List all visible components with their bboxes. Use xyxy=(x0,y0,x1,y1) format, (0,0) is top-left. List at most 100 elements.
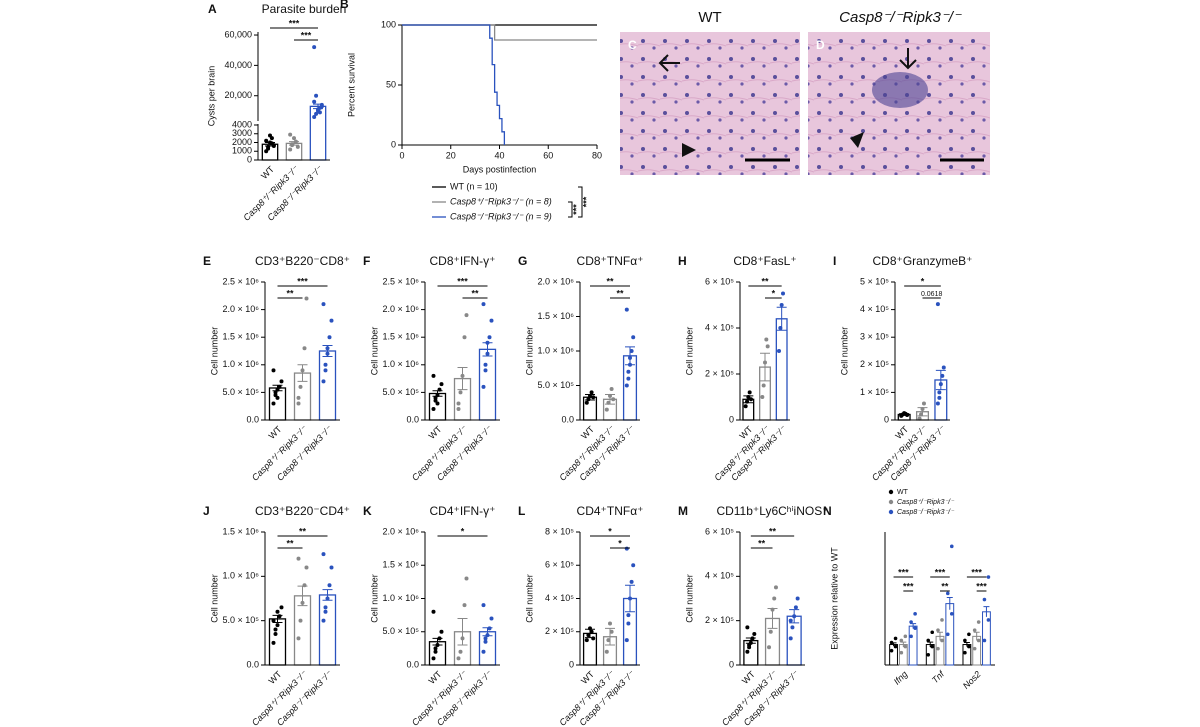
bar xyxy=(775,318,788,421)
axis-break xyxy=(255,121,261,124)
data-point xyxy=(273,631,278,636)
y-tick-label: 0.0 xyxy=(246,659,259,669)
data-point xyxy=(935,401,940,406)
x-tick-label: WT xyxy=(427,669,444,686)
chart-title: CD3⁺B220⁻CD8⁺ xyxy=(255,254,350,268)
y-tick-label: 50 xyxy=(386,79,396,89)
data-point xyxy=(319,104,324,109)
data-point xyxy=(940,638,944,643)
data-point xyxy=(275,623,280,628)
data-point xyxy=(604,407,609,412)
data-point xyxy=(903,634,908,639)
data-point xyxy=(584,638,589,643)
data-point xyxy=(304,296,309,301)
y-tick-label: 2.0 × 10⁶ xyxy=(223,304,260,314)
error-bar xyxy=(585,628,595,639)
x-tick-label: 0 xyxy=(399,150,404,160)
legend-label: Casp8⁺/⁻Ripk3⁻/⁻ xyxy=(897,499,955,506)
data-point xyxy=(903,644,908,649)
data-point xyxy=(431,609,436,614)
data-point xyxy=(937,390,942,395)
chart-title: CD3⁺B220⁻CD4⁺ xyxy=(255,504,350,518)
data-point xyxy=(462,603,467,608)
data-point xyxy=(982,638,987,643)
x-tick-label: 40 xyxy=(494,150,504,160)
data-point xyxy=(788,618,793,623)
data-point xyxy=(439,629,444,634)
data-point xyxy=(609,386,614,391)
data-point xyxy=(760,395,765,399)
data-point xyxy=(631,563,636,568)
data-point xyxy=(986,575,991,579)
error-bar xyxy=(313,103,323,110)
data-point xyxy=(626,376,631,381)
data-point xyxy=(743,404,748,409)
data-point xyxy=(273,390,278,395)
data-point xyxy=(321,379,326,384)
data-point xyxy=(266,146,271,151)
data-point xyxy=(275,609,280,614)
error-bar xyxy=(910,623,917,629)
data-point xyxy=(433,395,438,400)
data-point xyxy=(435,401,440,406)
data-point xyxy=(433,398,438,403)
data-point xyxy=(624,307,629,312)
data-point xyxy=(327,583,332,588)
y-tick-label: 5.0 × 10⁵ xyxy=(537,380,574,390)
data-point xyxy=(458,649,463,654)
data-point xyxy=(329,565,334,570)
y-tick-label: 6 × 10⁵ xyxy=(705,526,734,536)
data-point xyxy=(913,626,917,630)
data-point xyxy=(298,618,303,623)
data-point xyxy=(273,627,278,632)
panel-letter: J xyxy=(203,504,210,518)
data-point xyxy=(624,638,629,643)
significance-label: *** xyxy=(935,567,946,577)
data-point xyxy=(586,633,591,638)
y-tick-label: 2.5 × 10⁶ xyxy=(223,276,260,286)
data-point xyxy=(765,344,770,349)
data-point xyxy=(279,605,284,610)
y-tick-label: 60,000 xyxy=(224,29,252,39)
significance-label: ** xyxy=(606,276,614,286)
data-point xyxy=(483,639,488,644)
y-tick-label: 0 xyxy=(729,414,734,424)
data-point xyxy=(302,346,307,351)
y-tick-label: 1.0 × 10⁶ xyxy=(538,345,575,355)
significance-label: *** xyxy=(898,567,909,577)
data-point xyxy=(976,620,981,624)
y-tick-label: 4 × 10⁵ xyxy=(545,593,574,603)
data-point xyxy=(329,318,334,323)
data-point xyxy=(273,393,278,398)
data-point xyxy=(323,609,328,614)
y-axis-label: Cell number xyxy=(369,327,379,376)
bar xyxy=(582,396,598,421)
y-axis-label: Cell number xyxy=(684,574,694,623)
data-point xyxy=(777,349,781,353)
significance-label: ** xyxy=(286,288,294,298)
data-point xyxy=(926,638,931,643)
chart-title: Parasite burden xyxy=(262,2,347,16)
y-tick-label: 0.0 xyxy=(246,414,259,424)
data-point xyxy=(629,579,634,584)
data-point xyxy=(963,638,967,643)
data-point xyxy=(976,638,981,643)
y-tick-label: 0 xyxy=(569,659,574,669)
data-point xyxy=(298,384,303,389)
data-point xyxy=(982,597,987,602)
x-tick-label: WT xyxy=(740,669,757,686)
y-tick-label: 0.0 xyxy=(406,659,419,669)
legend-label: Casp8⁻/⁻Ripk3⁻/⁻ (n = 9) xyxy=(450,211,552,221)
data-point xyxy=(458,390,463,395)
y-tick-label: 0.0 xyxy=(561,414,574,424)
significance-label: *** xyxy=(581,196,591,207)
y-tick-label: 2 × 10⁵ xyxy=(705,368,734,378)
bar xyxy=(786,615,802,666)
data-point xyxy=(949,612,954,616)
data-point xyxy=(321,302,326,307)
histology-c: C WT xyxy=(620,9,800,175)
y-tick-label: 2.0 × 10⁶ xyxy=(538,276,575,286)
y-tick-label: 20,000 xyxy=(224,90,252,100)
y-axis-label: Cysts per brain xyxy=(206,66,216,127)
error-bar xyxy=(322,344,333,358)
